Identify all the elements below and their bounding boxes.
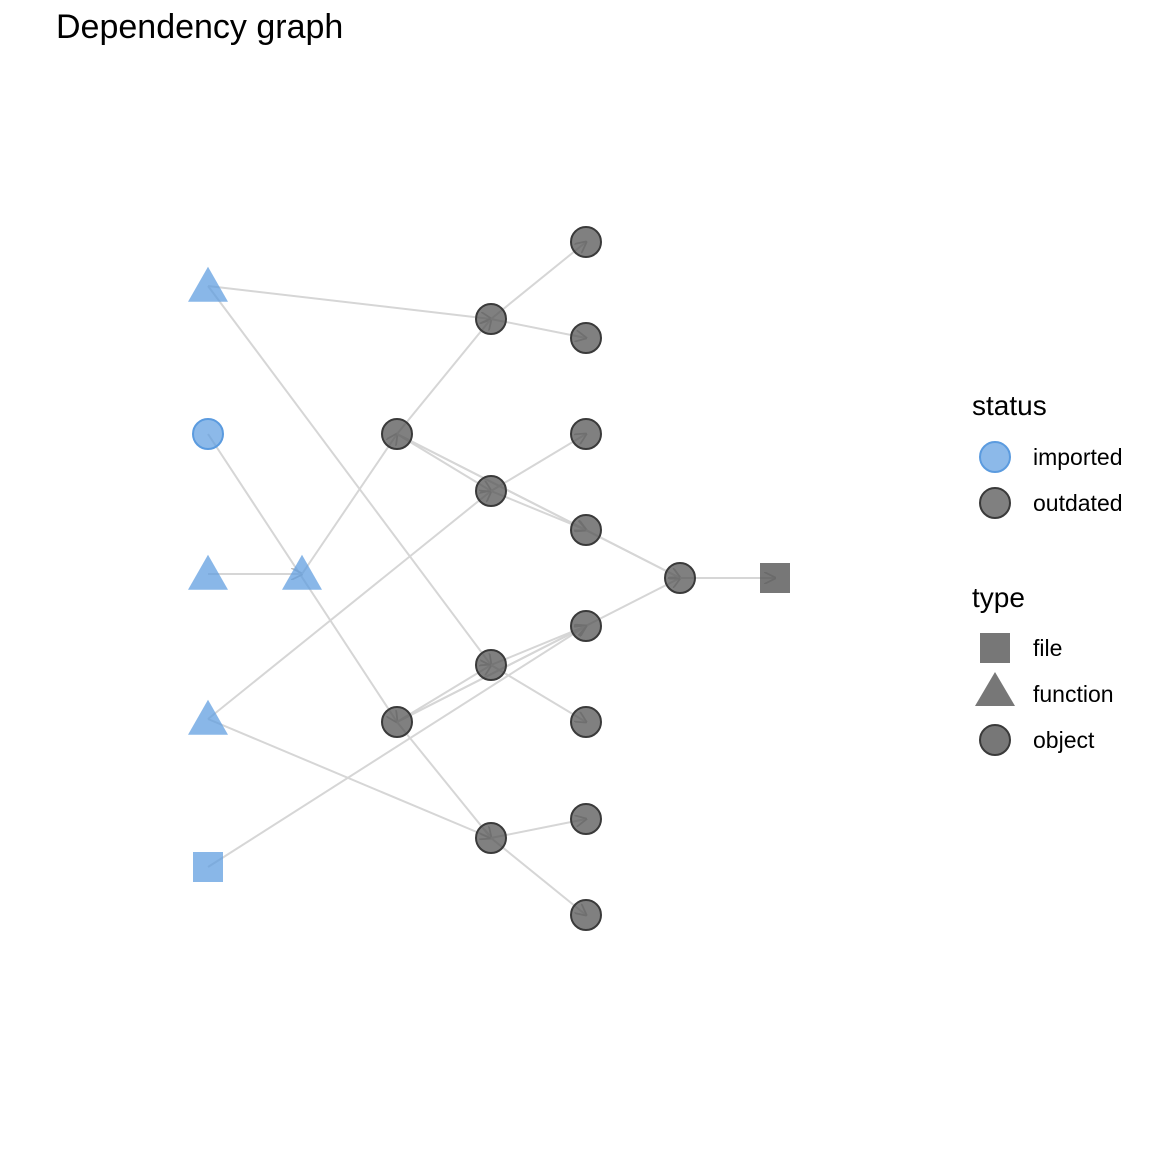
edge-d1-e1 <box>490 242 586 320</box>
legend-function-label: function <box>1033 681 1114 707</box>
node-e1-object[interactable] <box>570 226 602 258</box>
edge-c1-d1 <box>396 319 491 435</box>
edge-c2-d3 <box>396 665 491 723</box>
edge-a1-d3 <box>207 285 491 665</box>
legend-type-title: type <box>972 582 1025 613</box>
legend-object-label: object <box>1033 727 1095 753</box>
node-a5-file[interactable] <box>193 852 223 882</box>
page-title: Dependency graph <box>56 8 344 46</box>
legend-item-outdated: outdated <box>979 487 1123 519</box>
node-e5-object[interactable] <box>570 610 602 642</box>
legend: status imported outdated type file funct… <box>972 390 1123 756</box>
node-b1-function[interactable] <box>282 554 322 590</box>
edge-b1-c1 <box>301 434 397 575</box>
node-d1-object[interactable] <box>475 303 507 335</box>
edge-d2-e4 <box>490 490 586 530</box>
node-a2-object[interactable] <box>192 418 224 450</box>
legend-outdated-label: outdated <box>1033 490 1123 516</box>
node-e6-object[interactable] <box>570 706 602 738</box>
legend-outdated-symbol <box>979 487 1011 519</box>
legend-object-symbol <box>979 724 1011 756</box>
legend-imported-label: imported <box>1033 444 1122 470</box>
legend-status-title: status <box>972 390 1047 421</box>
edge-a5-e5 <box>207 626 586 868</box>
node-a1-function[interactable] <box>188 266 228 302</box>
edge-c1-d2 <box>396 433 491 491</box>
node-e8-object[interactable] <box>570 899 602 931</box>
edge-d4-e8 <box>490 837 586 915</box>
node-a3-function[interactable] <box>188 554 228 590</box>
node-e3-object[interactable] <box>570 418 602 450</box>
edge-d1-e2 <box>490 318 586 338</box>
node-d4-object[interactable] <box>475 822 507 854</box>
legend-imported-symbol <box>979 441 1011 473</box>
node-g1-file[interactable] <box>760 563 790 593</box>
edge-c2-d4 <box>396 721 491 838</box>
node-d3-object[interactable] <box>475 649 507 681</box>
edge-e4-f1 <box>585 529 680 578</box>
edge-a1-d1 <box>207 285 491 319</box>
edge-c2-f1 <box>396 578 680 723</box>
edge-d4-e7 <box>490 819 586 839</box>
edge-d2-e3 <box>490 434 586 492</box>
legend-item-object: object <box>979 724 1095 756</box>
edge-a4-d2 <box>207 491 491 720</box>
edge-d3-e5 <box>490 626 586 666</box>
node-c2-object[interactable] <box>381 706 413 738</box>
nodes-layer <box>188 226 790 931</box>
legend-item-file: file <box>980 633 1062 663</box>
legend-item-imported: imported <box>979 441 1122 473</box>
node-f1-object[interactable] <box>664 562 696 594</box>
node-c1-object[interactable] <box>381 418 413 450</box>
node-d2-object[interactable] <box>475 475 507 507</box>
node-e4-object[interactable] <box>570 514 602 546</box>
edge-a4-d4 <box>207 718 491 838</box>
legend-file-symbol <box>980 633 1010 663</box>
node-e2-object[interactable] <box>570 322 602 354</box>
legend-file-label: file <box>1033 635 1062 661</box>
node-a4-function[interactable] <box>188 699 228 735</box>
legend-function-symbol <box>975 672 1015 706</box>
node-e7-object[interactable] <box>570 803 602 835</box>
legend-item-function: function <box>975 672 1114 707</box>
edge-d3-e6 <box>490 664 586 722</box>
